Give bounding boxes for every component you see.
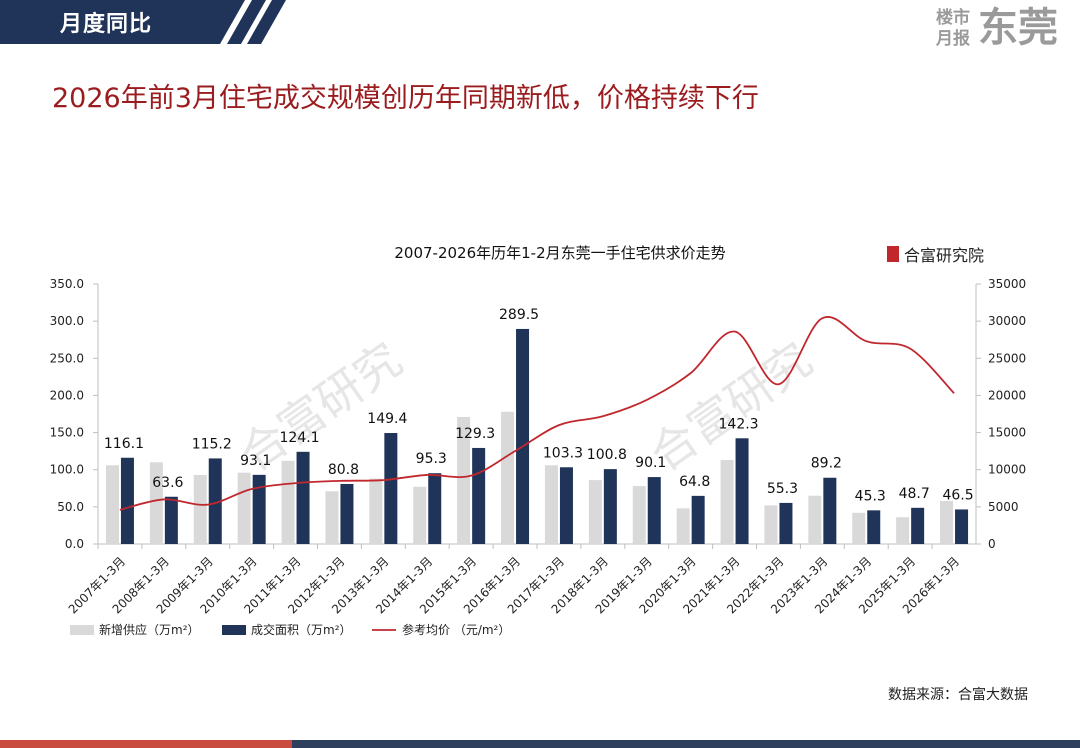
y-tick-label-left: 250.0 xyxy=(50,351,84,365)
deal-value-label: 89.2 xyxy=(811,456,842,472)
deal-value-label: 45.3 xyxy=(855,488,886,504)
footer-blue-stripe xyxy=(292,740,1080,748)
deal-value-label: 115.2 xyxy=(192,436,232,452)
deal-value-label: 63.6 xyxy=(152,475,183,491)
supply-bar xyxy=(720,460,734,544)
deal-bar xyxy=(867,510,881,544)
y-tick-label-left: 200.0 xyxy=(50,388,84,402)
deal-value-label: 55.3 xyxy=(767,481,798,497)
deal-value-label: 46.5 xyxy=(942,487,973,503)
supply-bar xyxy=(369,478,383,544)
y-tick-label-left: 300.0 xyxy=(50,314,84,328)
data-source: 数据来源：合富大数据 xyxy=(888,687,1028,703)
supply-bar xyxy=(105,465,119,544)
y-tick-label-left: 0.0 xyxy=(65,537,84,551)
deal-bar xyxy=(384,433,398,544)
deal-bar xyxy=(603,469,617,544)
deal-value-label: 129.3 xyxy=(455,426,495,442)
supply-bar xyxy=(413,486,427,544)
y-tick-label-left: 150.0 xyxy=(50,426,84,440)
supply-bar xyxy=(764,505,778,544)
brand-big-text: 东莞 xyxy=(978,5,1058,51)
y-tick-label-right: 35000 xyxy=(988,277,1026,291)
header-bar-shape xyxy=(0,0,286,44)
header-bar: 月度同比 xyxy=(0,0,290,44)
watermark-text: 合富研究 xyxy=(640,332,822,482)
supply-bar xyxy=(940,500,954,544)
supply-bar xyxy=(676,508,690,544)
deal-value-label: 48.7 xyxy=(899,486,930,502)
logo-icon xyxy=(887,246,899,262)
supply-bar xyxy=(457,416,471,544)
deal-value-label: 90.1 xyxy=(635,455,666,471)
legend-label-supply: 新增供应（万m²） xyxy=(99,622,200,637)
supply-bar xyxy=(544,465,558,544)
legend-swatch-supply xyxy=(70,625,94,635)
deal-value-label: 80.8 xyxy=(328,462,359,478)
deal-bar xyxy=(340,483,354,544)
deal-bar xyxy=(164,496,178,544)
deal-value-label: 116.1 xyxy=(104,436,144,452)
supply-bar xyxy=(281,460,295,544)
y-tick-label-left: 50.0 xyxy=(57,500,84,514)
deal-bar xyxy=(735,438,749,544)
deal-value-label: 64.8 xyxy=(679,474,710,490)
deal-bar xyxy=(428,473,442,544)
y-tick-label-left: 100.0 xyxy=(50,463,84,477)
deal-bar xyxy=(296,451,310,544)
deal-bar xyxy=(823,477,837,544)
y-tick-label-right: 30000 xyxy=(988,314,1026,328)
y-tick-label-right: 5000 xyxy=(988,500,1019,514)
deal-bar xyxy=(559,467,573,544)
deal-value-label: 142.3 xyxy=(719,416,759,432)
deal-bar xyxy=(516,328,530,544)
price-line xyxy=(119,316,955,511)
deal-value-label: 93.1 xyxy=(240,453,271,469)
logo-text: 合富研究院 xyxy=(904,246,984,265)
y-tick-label-left: 350.0 xyxy=(50,277,84,291)
supply-bar xyxy=(852,512,866,544)
deal-value-label: 124.1 xyxy=(280,430,320,446)
supply-bar xyxy=(632,486,646,544)
legend-label-deal: 成交面积（万m²） xyxy=(251,622,352,637)
y-tick-label-right: 0 xyxy=(988,537,996,551)
deal-value-label: 149.4 xyxy=(367,411,407,427)
deal-value-label: 103.3 xyxy=(543,445,583,461)
footer-red-stripe xyxy=(0,740,292,748)
deal-bar xyxy=(779,502,793,544)
supply-bar xyxy=(896,517,910,544)
y-tick-label-right: 15000 xyxy=(988,426,1026,440)
page-headline: 2026年前3月住宅成交规模创历年同期新低，价格持续下行 xyxy=(52,83,759,114)
legend-swatch-deal xyxy=(222,625,246,635)
supply-bar xyxy=(325,491,339,544)
deal-value-label: 289.5 xyxy=(499,307,539,323)
deal-bar xyxy=(208,458,222,544)
y-tick-label-right: 10000 xyxy=(988,463,1026,477)
y-tick-label-right: 25000 xyxy=(988,351,1026,365)
supply-bar xyxy=(588,480,602,544)
chart-logo: 合富研究院 xyxy=(887,246,984,265)
deal-bar xyxy=(647,477,661,544)
supply-bar xyxy=(193,474,207,544)
legend-label-price: 参考均价 （元/m²） xyxy=(402,622,510,637)
section-title: 月度同比 xyxy=(60,12,153,37)
y-tick-label-right: 20000 xyxy=(988,388,1026,402)
supply-bar xyxy=(501,411,515,544)
supply-bar xyxy=(237,472,251,544)
deal-value-label: 95.3 xyxy=(416,451,447,467)
deal-bar xyxy=(691,495,705,544)
deal-bar xyxy=(252,474,266,544)
deal-value-label: 100.8 xyxy=(587,447,627,463)
deal-bar xyxy=(472,447,486,544)
chart-title: 2007-2026年历年1-2月东莞一手住宅供求价走势 xyxy=(394,244,725,262)
brand-small-text: 楼市月报 xyxy=(936,8,970,49)
deal-bar xyxy=(911,507,925,544)
supply-bar xyxy=(149,462,163,544)
deal-bar xyxy=(955,509,969,544)
supply-bar xyxy=(808,495,822,544)
deal-bar xyxy=(120,457,134,544)
